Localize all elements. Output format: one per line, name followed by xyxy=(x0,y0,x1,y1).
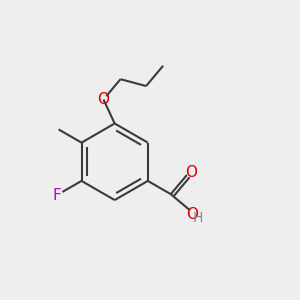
Text: O: O xyxy=(98,92,110,107)
Text: O: O xyxy=(185,164,197,179)
Text: H: H xyxy=(193,211,203,225)
Text: O: O xyxy=(186,207,198,222)
Text: F: F xyxy=(53,188,62,203)
